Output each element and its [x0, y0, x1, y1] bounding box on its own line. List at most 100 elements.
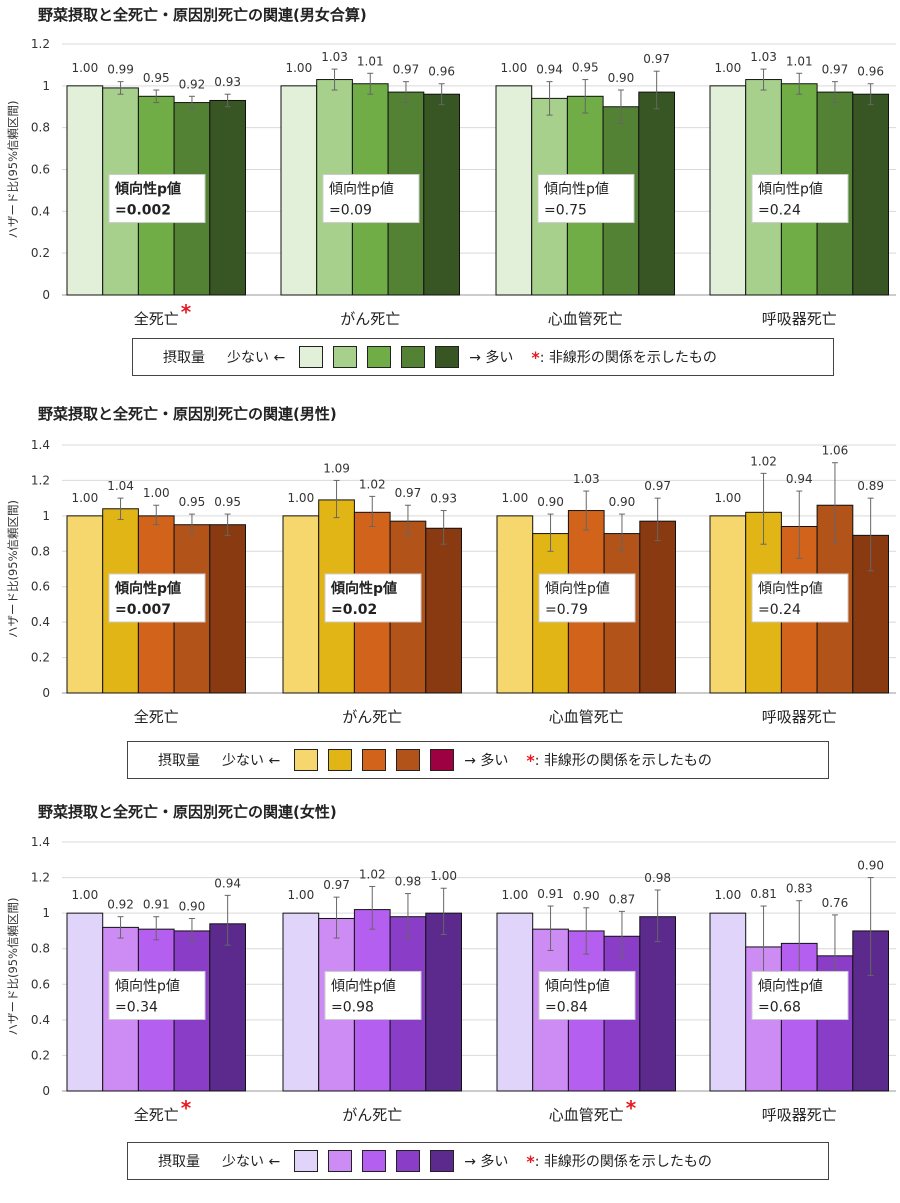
bar — [209, 524, 247, 694]
asterisk-icon: * — [526, 750, 535, 770]
trend-box — [108, 174, 206, 224]
data-label: 0.91 — [537, 887, 564, 901]
trend-box — [538, 573, 636, 623]
legend-swatch-5 — [430, 1150, 455, 1172]
trend-value: =0.09 — [329, 203, 372, 219]
trend-value: =0.007 — [115, 602, 171, 618]
data-label: 0.90 — [179, 899, 206, 913]
bar — [282, 912, 320, 1092]
trend-box — [751, 970, 849, 1020]
y-tick-label: 0.2 — [31, 246, 50, 260]
data-label: 0.97 — [323, 878, 350, 892]
data-label: 1.02 — [359, 867, 386, 881]
category-label: がん死亡 — [342, 1106, 402, 1124]
data-label: 0.90 — [573, 889, 600, 903]
legend-high: → 多い — [464, 753, 509, 769]
trend-value: =0.002 — [115, 203, 171, 219]
y-tick-label: 1.2 — [31, 473, 50, 487]
data-label: 1.00 — [501, 491, 528, 505]
y-tick-label: 1 — [42, 509, 50, 523]
data-label: 0.97 — [822, 63, 849, 77]
y-tick-label: 0.4 — [31, 204, 50, 218]
nonlinear-asterisk-icon: * — [181, 300, 192, 324]
data-label: 0.93 — [214, 75, 241, 89]
legend-high: → 多い — [469, 350, 514, 366]
trend-value: =0.68 — [758, 999, 801, 1015]
y-tick-label: 1.2 — [31, 37, 50, 51]
nonlinear-asterisk-icon: * — [626, 1096, 637, 1120]
bar — [495, 85, 533, 296]
y-tick-label: 1.4 — [31, 438, 50, 452]
data-label: 0.94 — [536, 63, 563, 77]
bar — [66, 515, 104, 694]
legend-high: → 多い — [464, 1154, 509, 1170]
legend: 摂取量 少ない ← → 多い * : 非線形の関係を示したもの — [132, 338, 834, 376]
trend-value: =0.98 — [331, 999, 374, 1015]
data-label: 1.02 — [359, 477, 386, 491]
bar — [496, 515, 534, 694]
category-label: がん死亡 — [342, 708, 402, 726]
legend: 摂取量 少ない ← → 多い * : 非線形の関係を示したもの — [127, 741, 829, 779]
legend-swatch-4 — [396, 749, 421, 771]
data-label: 0.90 — [857, 859, 884, 873]
data-label: 1.03 — [573, 472, 600, 486]
chart-panel-men: 野菜摂取と全死亡・原因別死亡の関連(男性) 0 0.2 0.4 0.6 0.8 1 1.2 1… — [0, 399, 900, 799]
trend-box — [108, 573, 206, 623]
data-label: 1.00 — [500, 61, 527, 75]
trend-label: 傾向性p値 — [758, 978, 823, 994]
category-label: 心血管死亡 — [548, 310, 623, 328]
data-label: 0.90 — [537, 495, 564, 509]
legend-label: 摂取量 — [158, 1154, 200, 1170]
bar — [709, 515, 747, 694]
data-label: 1.00 — [714, 888, 741, 902]
trend-box — [324, 970, 422, 1020]
asterisk-icon: * — [531, 347, 540, 367]
data-label: 0.93 — [430, 492, 457, 506]
y-tick-label: 0 — [42, 288, 50, 302]
category-label: 心血管死亡 — [549, 1106, 624, 1124]
data-label: 1.00 — [714, 491, 741, 505]
y-tick-label: 1 — [42, 79, 50, 93]
legend-swatch-1 — [294, 1150, 319, 1172]
y-axis-label: ハザード比(95%信頼区間) — [6, 897, 20, 1035]
trend-box — [324, 573, 422, 623]
trend-value: =0.75 — [544, 203, 587, 219]
trend-box — [751, 174, 849, 224]
trend-box — [537, 174, 635, 224]
data-label: 0.76 — [822, 896, 849, 910]
y-tick-label: 0 — [42, 686, 50, 700]
panel-title: 野菜摂取と全死亡・原因別死亡の関連(女性) — [38, 803, 337, 821]
legend-low: 少ない ← — [222, 753, 281, 769]
legend-swatch-2 — [328, 1150, 353, 1172]
y-tick-label: 1.2 — [31, 871, 50, 885]
panel-title: 野菜摂取と全死亡・原因別死亡の関連(男性) — [38, 405, 337, 423]
data-label: 1.00 — [501, 888, 528, 902]
data-label: 0.91 — [143, 898, 170, 912]
bar — [425, 912, 462, 1092]
y-tick-label: 0.6 — [31, 580, 50, 594]
legend-label: 摂取量 — [158, 753, 200, 769]
category-label: 呼吸器死亡 — [762, 310, 837, 328]
bar — [709, 912, 747, 1092]
legend-swatch-2 — [333, 346, 358, 368]
bar — [425, 527, 462, 694]
bar — [496, 912, 534, 1092]
data-label: 0.97 — [395, 486, 422, 500]
data-label: 0.87 — [609, 892, 636, 906]
trend-value: =0.84 — [545, 999, 588, 1015]
bar-chart-men: 0 0.2 0.4 0.6 0.8 1 1.2 1.4 ハザード比(95%信頼区間) 1.00 1.… — [6, 438, 896, 726]
trend-label: 傾向性p値 — [545, 581, 610, 597]
data-label: 1.00 — [71, 491, 98, 505]
chart-panel-women: 野菜摂取と全死亡・原因別死亡の関連(女性) 0 0.2 0.4 0.6 0.8 1 1.2 1… — [0, 797, 900, 1197]
data-label: 1.00 — [714, 61, 741, 75]
y-tick-label: 1 — [42, 906, 50, 920]
bar — [709, 85, 747, 296]
data-label: 0.95 — [572, 61, 599, 75]
data-label: 1.00 — [287, 888, 314, 902]
data-label: 0.98 — [395, 875, 422, 889]
y-tick-label: 0.6 — [31, 977, 50, 991]
y-axis-label: ハザード比(95%信頼区間) — [6, 100, 20, 238]
y-tick-label: 0.4 — [31, 1013, 50, 1027]
data-label: 1.01 — [357, 54, 384, 68]
data-label: 1.06 — [822, 444, 849, 458]
